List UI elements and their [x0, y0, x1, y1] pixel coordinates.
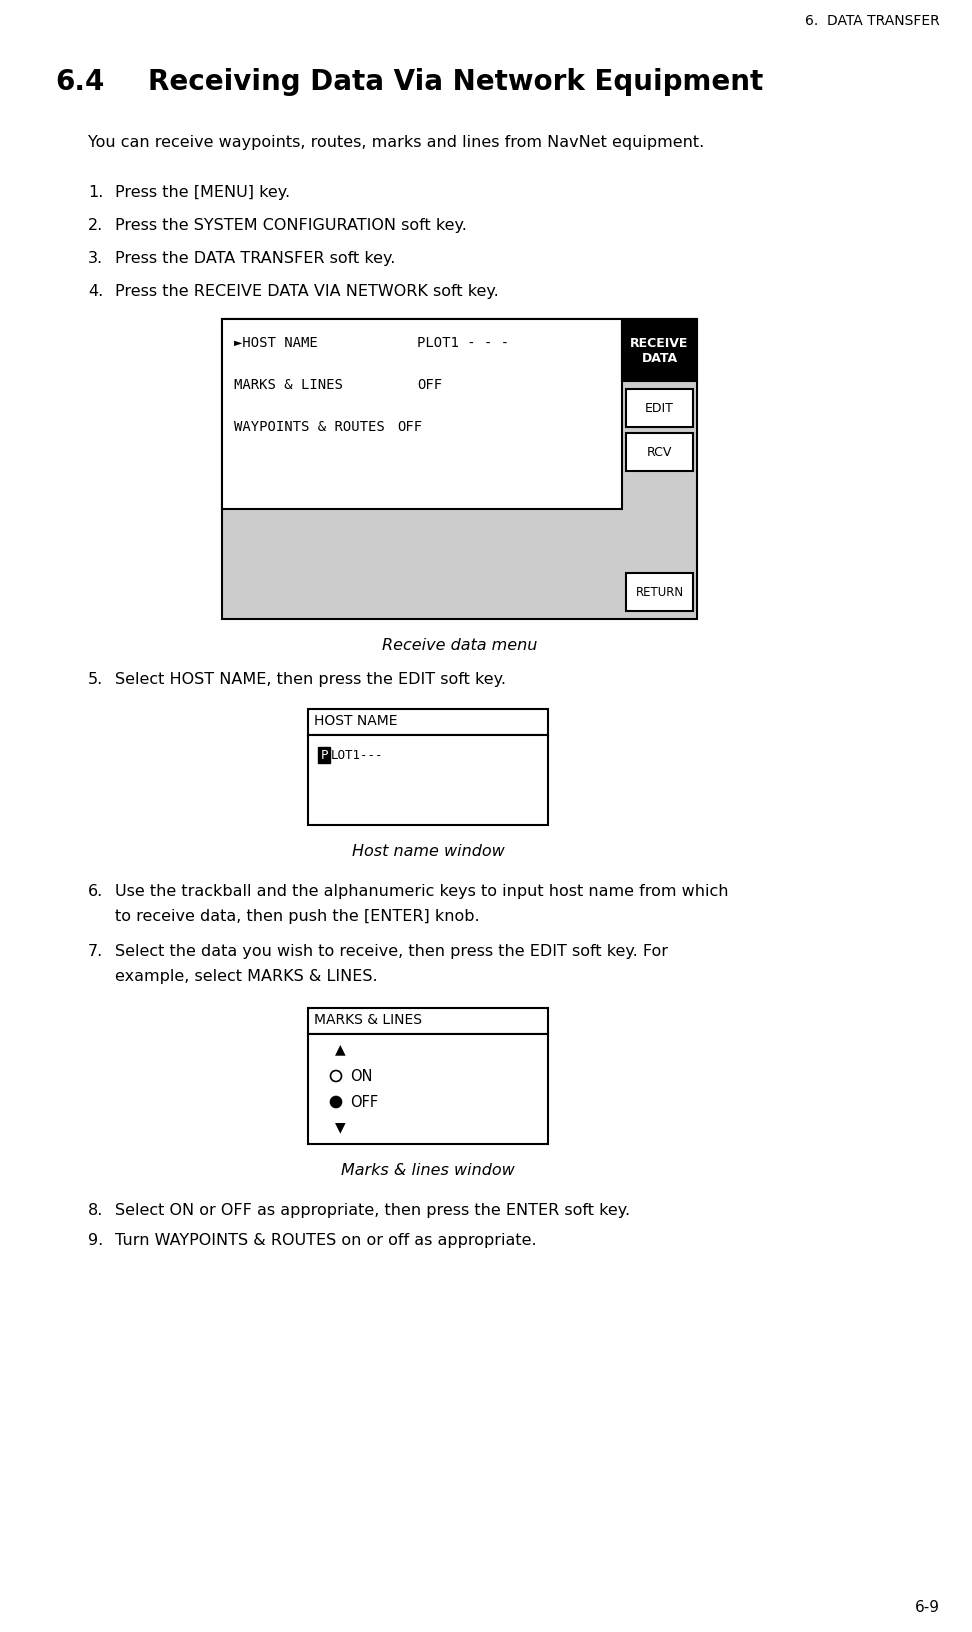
Text: 9.: 9. — [88, 1232, 103, 1247]
Text: OFF: OFF — [350, 1095, 378, 1110]
Text: EDIT: EDIT — [645, 401, 674, 415]
Text: example, select MARKS & LINES.: example, select MARKS & LINES. — [115, 968, 378, 984]
Text: Press the [MENU] key.: Press the [MENU] key. — [115, 184, 290, 199]
Text: Press the DATA TRANSFER soft key.: Press the DATA TRANSFER soft key. — [115, 251, 396, 266]
Text: HOST NAME: HOST NAME — [314, 713, 398, 728]
Text: Host name window: Host name window — [352, 844, 504, 858]
Text: LOT1---: LOT1--- — [331, 749, 384, 762]
Text: Turn WAYPOINTS & ROUTES on or off as appropriate.: Turn WAYPOINTS & ROUTES on or off as app… — [115, 1232, 537, 1247]
Text: P: P — [320, 749, 328, 762]
Text: ▼: ▼ — [334, 1120, 345, 1133]
Text: WAYPOINTS & ROUTES: WAYPOINTS & ROUTES — [234, 419, 385, 434]
Bar — [626, 434, 693, 472]
Text: OFF: OFF — [397, 419, 422, 434]
Text: 6-9: 6-9 — [915, 1599, 940, 1614]
Text: Receiving Data Via Network Equipment: Receiving Data Via Network Equipment — [148, 69, 763, 96]
Text: PLOT1 - - -: PLOT1 - - - — [417, 336, 509, 349]
Text: to receive data, then push the [ENTER] knob.: to receive data, then push the [ENTER] k… — [115, 909, 479, 924]
Text: Use the trackball and the alphanumeric keys to input host name from which: Use the trackball and the alphanumeric k… — [115, 883, 728, 899]
Text: Press the SYSTEM CONFIGURATION soft key.: Press the SYSTEM CONFIGURATION soft key. — [115, 217, 467, 233]
Bar — [308, 710, 548, 736]
Text: RECEIVE
DATA: RECEIVE DATA — [630, 336, 689, 366]
Text: ON: ON — [350, 1069, 372, 1084]
Bar — [622, 320, 697, 382]
Text: Select the data you wish to receive, then press the EDIT soft key. For: Select the data you wish to receive, the… — [115, 943, 668, 958]
Text: 5.: 5. — [88, 672, 103, 687]
Text: 4.: 4. — [88, 284, 103, 299]
Circle shape — [330, 1071, 341, 1082]
Text: ▲: ▲ — [334, 1041, 345, 1056]
Text: OFF: OFF — [417, 377, 442, 392]
Bar — [308, 1035, 548, 1144]
Text: Marks & lines window: Marks & lines window — [341, 1162, 515, 1177]
Bar — [222, 320, 697, 620]
Text: You can receive waypoints, routes, marks and lines from NavNet equipment.: You can receive waypoints, routes, marks… — [88, 135, 705, 150]
Text: 7.: 7. — [88, 943, 103, 958]
Text: 2.: 2. — [88, 217, 103, 233]
Bar — [222, 320, 622, 509]
Text: 3.: 3. — [88, 251, 103, 266]
Text: Press the RECEIVE DATA VIA NETWORK soft key.: Press the RECEIVE DATA VIA NETWORK soft … — [115, 284, 499, 299]
Text: MARKS & LINES: MARKS & LINES — [234, 377, 343, 392]
Text: 6.  DATA TRANSFER: 6. DATA TRANSFER — [805, 15, 940, 28]
Text: 1.: 1. — [88, 184, 103, 199]
Text: 6.4: 6.4 — [55, 69, 104, 96]
Bar — [318, 747, 330, 764]
Text: ►HOST NAME: ►HOST NAME — [234, 336, 318, 349]
Text: RCV: RCV — [646, 446, 673, 459]
Text: 8.: 8. — [88, 1203, 103, 1217]
Text: Select ON or OFF as appropriate, then press the ENTER soft key.: Select ON or OFF as appropriate, then pr… — [115, 1203, 630, 1217]
Bar — [626, 574, 693, 612]
Text: Select HOST NAME, then press the EDIT soft key.: Select HOST NAME, then press the EDIT so… — [115, 672, 506, 687]
Text: 6.: 6. — [88, 883, 103, 899]
Text: MARKS & LINES: MARKS & LINES — [314, 1012, 422, 1027]
Text: Receive data menu: Receive data menu — [382, 638, 538, 653]
Circle shape — [330, 1097, 341, 1108]
Bar — [308, 736, 548, 826]
Bar — [626, 390, 693, 428]
Text: RETURN: RETURN — [636, 586, 683, 599]
Bar — [308, 1009, 548, 1035]
